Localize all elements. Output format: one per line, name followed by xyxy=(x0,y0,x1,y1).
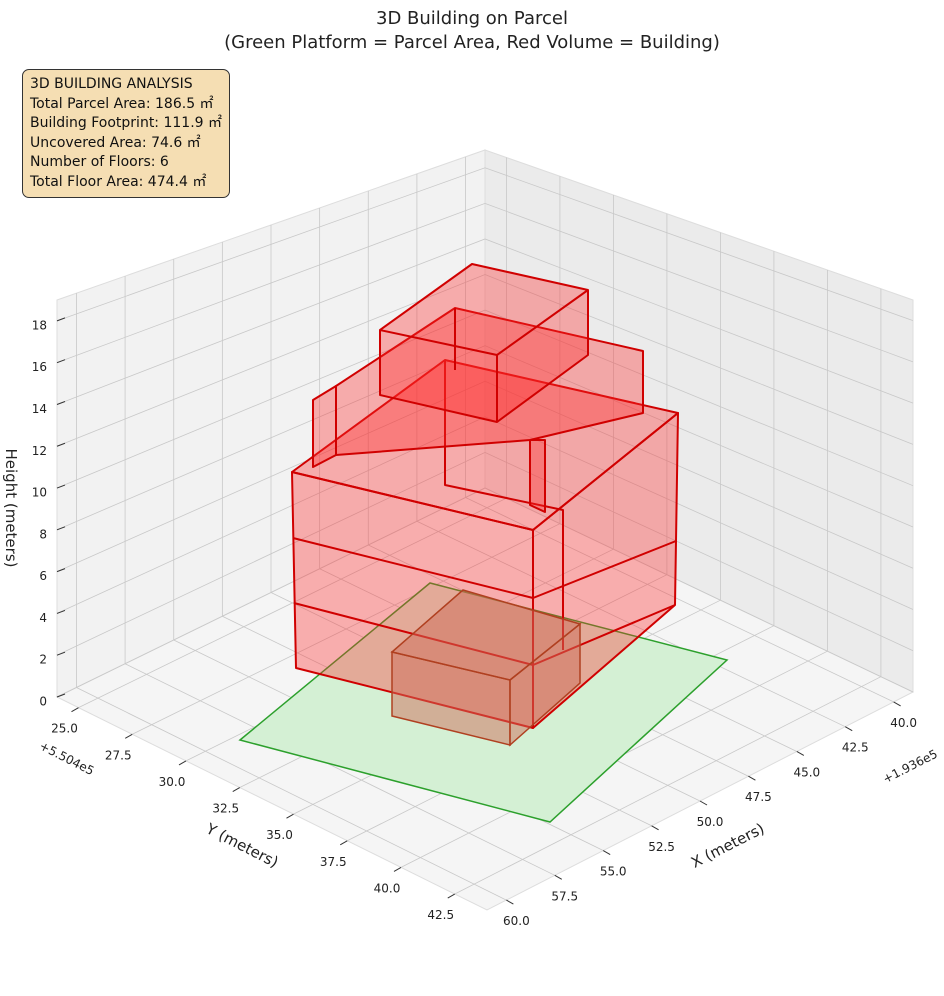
chart-subtitle: (Green Platform = Parcel Area, Red Volum… xyxy=(224,32,720,53)
grid-line xyxy=(56,487,914,698)
z-tick xyxy=(56,484,66,489)
z-tick-label: 14 xyxy=(32,402,47,416)
y-tick-label: 40.0 xyxy=(374,881,401,895)
info-box: 3D BUILDING ANALYSIS Total Parcel Area: 1… xyxy=(22,69,231,198)
z-tick xyxy=(56,568,66,573)
x-tick-label: 40.0 xyxy=(890,716,917,730)
z-tick-label: 0 xyxy=(39,695,47,709)
grid-line xyxy=(56,451,914,656)
x-tick xyxy=(796,751,805,756)
y-tick xyxy=(232,787,240,792)
z-tick xyxy=(56,651,66,656)
grid-line xyxy=(465,497,894,703)
floor-line xyxy=(292,537,677,599)
x-tick xyxy=(893,701,901,707)
x-tick xyxy=(602,850,611,855)
x-tick-label: 60.0 xyxy=(503,914,530,928)
x-tick xyxy=(844,726,853,732)
x-tick xyxy=(699,800,708,806)
y-tick-label: 37.5 xyxy=(320,855,347,869)
x-tick-label: 50.0 xyxy=(697,815,724,829)
x-tick xyxy=(651,825,659,831)
y-tick xyxy=(286,813,294,819)
z-tick-label: 12 xyxy=(32,444,47,458)
x-tick-label: 42.5 xyxy=(842,741,869,755)
y-tick xyxy=(340,840,348,846)
grid-line xyxy=(76,687,507,901)
grid-line xyxy=(132,523,561,735)
x-tick xyxy=(506,899,514,905)
grid-line xyxy=(78,497,507,709)
z-tick xyxy=(56,317,66,322)
building-geometry xyxy=(238,263,729,823)
info-line: Total Parcel Area: 186.5 ㎡ xyxy=(30,95,214,112)
grid-line xyxy=(56,309,914,489)
y-tick-label: 42.5 xyxy=(427,908,454,922)
y-tick-label: 27.5 xyxy=(105,748,132,762)
z-axis-label: Height (meters) xyxy=(2,449,20,568)
x-tick xyxy=(748,775,756,781)
x-tick-label: 45.0 xyxy=(793,765,820,779)
grid-line xyxy=(56,416,914,614)
grid-line xyxy=(454,676,882,895)
building-base xyxy=(390,589,582,681)
building-edge xyxy=(444,360,564,650)
y-tick-label: 25.0 xyxy=(51,722,78,736)
building-face xyxy=(379,263,589,423)
y-tick xyxy=(393,866,402,872)
z-tick-label: 10 xyxy=(32,486,47,500)
x-tick-label: 52.5 xyxy=(648,840,675,854)
building-face xyxy=(529,439,546,513)
y-tick xyxy=(71,707,79,713)
building-face xyxy=(312,385,337,468)
info-line: Total Floor Area: 474.4 ㎡ xyxy=(30,173,207,190)
grid-line xyxy=(56,238,914,405)
grid-line xyxy=(56,202,914,364)
z-tick-label: 4 xyxy=(39,611,47,625)
info-line: Number of Floors: 6 xyxy=(30,154,169,170)
z-tick-label: 8 xyxy=(39,527,47,541)
z-tick xyxy=(56,693,66,698)
z-tick-label: 6 xyxy=(39,569,47,583)
x-tick-label: 57.5 xyxy=(551,889,578,903)
grid-line xyxy=(56,274,914,447)
grid-line xyxy=(56,167,914,322)
y-axis-label: Y (meters) xyxy=(202,819,281,871)
x-tick xyxy=(554,874,563,880)
y-tick xyxy=(447,893,455,899)
x-offset: +1.936e5 xyxy=(881,747,940,786)
info-line: Building Footprint: 111.9 ㎡ xyxy=(30,115,223,131)
z-tick-label: 16 xyxy=(32,360,47,374)
z-tick xyxy=(56,526,66,531)
grid-line xyxy=(56,380,914,572)
x-tick-label: 47.5 xyxy=(745,790,772,804)
info-line: 3D BUILDING ANALYSIS xyxy=(30,76,193,92)
grid-line xyxy=(56,345,914,531)
y-tick-label: 35.0 xyxy=(266,828,293,842)
y-tick xyxy=(178,760,187,766)
x-tick-label: 55.0 xyxy=(600,865,627,879)
grid-line xyxy=(124,663,555,876)
z-tick-label: 2 xyxy=(39,653,47,667)
z-tick xyxy=(56,609,66,614)
y-tick-label: 30.0 xyxy=(159,775,186,789)
z-tick xyxy=(56,442,66,447)
z-tick xyxy=(56,359,66,364)
z-tick-label: 18 xyxy=(32,318,47,332)
z-tick xyxy=(56,401,66,405)
chart-title: 3D Building on Parcel xyxy=(376,8,568,29)
info-line: Uncovered Area: 74.6 ㎡ xyxy=(30,134,201,151)
y-tick-label: 32.5 xyxy=(212,802,239,816)
y-offset: +5.504e5 xyxy=(37,739,96,778)
y-tick xyxy=(125,733,133,739)
